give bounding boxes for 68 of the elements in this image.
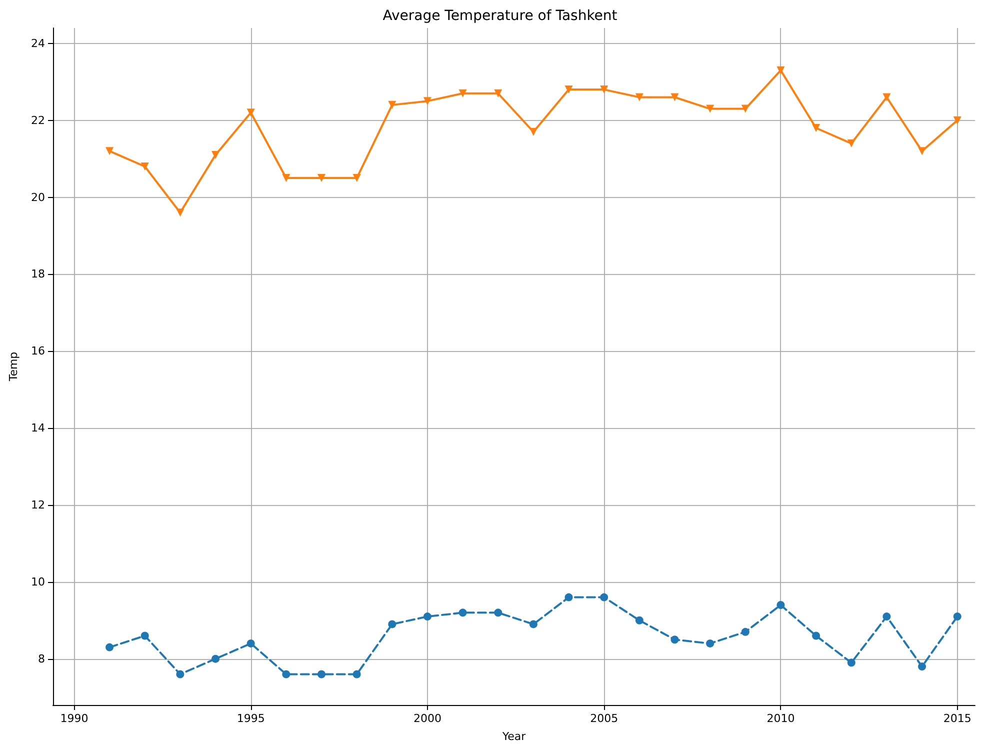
y-tick-label: 20 (31, 190, 45, 204)
point (635, 616, 644, 624)
point (352, 670, 361, 678)
point (282, 174, 290, 182)
point (564, 593, 573, 602)
point (352, 174, 361, 182)
x-tick-label: 2005 (590, 712, 618, 725)
point (423, 612, 432, 621)
point (494, 89, 502, 98)
point (212, 654, 220, 663)
point (246, 108, 255, 117)
y-tick-label: 10 (31, 575, 45, 588)
point (670, 636, 679, 644)
point (176, 670, 184, 678)
point (776, 600, 785, 609)
point (741, 104, 750, 113)
point (882, 612, 891, 621)
x-tick-label: 2000 (413, 712, 442, 725)
y-tick-label: 12 (31, 498, 45, 512)
y-tick-label: 22 (31, 114, 45, 127)
point (635, 93, 644, 102)
point (529, 128, 538, 136)
point (317, 174, 326, 182)
point (741, 628, 750, 636)
point (847, 139, 856, 148)
point (812, 632, 820, 640)
point (918, 147, 926, 156)
point (388, 620, 396, 628)
point (246, 639, 255, 648)
point (423, 97, 432, 106)
point (494, 608, 502, 617)
y-axis-title: Temp (7, 352, 20, 382)
x-tick-label: 1990 (60, 712, 88, 725)
point (106, 147, 114, 156)
y-tick-label: 16 (31, 344, 45, 358)
y-tick-label: 14 (31, 422, 45, 435)
point (953, 116, 962, 124)
point (140, 162, 149, 170)
x-tick-label: 2010 (766, 712, 795, 725)
point (953, 612, 962, 621)
point (847, 658, 856, 667)
point (282, 670, 290, 678)
point (317, 670, 326, 678)
point (706, 639, 714, 648)
point (458, 608, 467, 617)
y-tick-label: 8 (38, 652, 45, 666)
point (140, 632, 149, 640)
point (212, 150, 220, 159)
point (600, 593, 608, 602)
point (176, 208, 184, 217)
x-axis-title: Year (501, 730, 526, 743)
point (106, 643, 114, 652)
y-tick-label: 18 (31, 268, 45, 281)
point (388, 100, 396, 109)
point (882, 93, 891, 102)
point (776, 66, 785, 74)
x-tick-label: 2015 (943, 712, 972, 725)
point (812, 124, 820, 132)
point (918, 662, 926, 671)
x-tick-label: 1995 (236, 712, 265, 725)
chart-title: Average Temperature of Tashkent (382, 8, 618, 24)
point (706, 104, 714, 113)
point (600, 86, 608, 94)
point (529, 620, 538, 628)
y-tick-label: 24 (31, 36, 45, 50)
point (458, 89, 467, 98)
point (564, 86, 573, 94)
point (670, 93, 679, 102)
